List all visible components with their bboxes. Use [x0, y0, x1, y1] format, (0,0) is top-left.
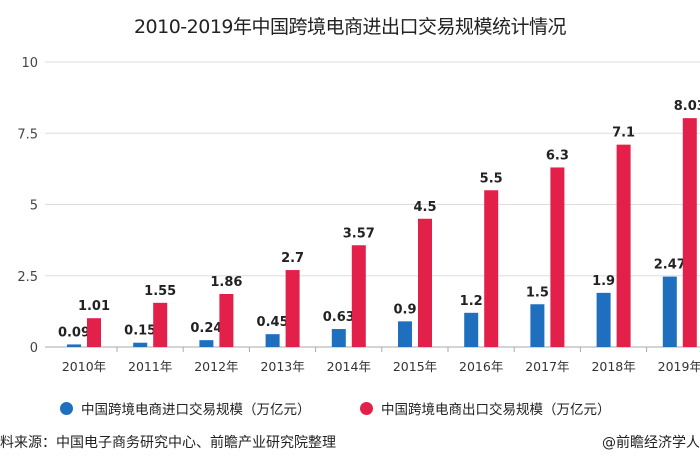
import-data-label: 1.2: [460, 294, 483, 309]
import-bar: [67, 344, 81, 347]
import-data-label: 0.45: [257, 315, 289, 330]
export-bar: [484, 190, 499, 347]
export-bar: [418, 218, 432, 347]
import-bar: [133, 342, 148, 347]
export-bar: [285, 270, 300, 347]
credit-note: @前瞻经济学人: [602, 435, 700, 451]
x-tick-label: 2010年: [62, 359, 106, 374]
x-tick-label: 2012年: [194, 359, 238, 374]
import-data-label: 0.9: [393, 302, 416, 317]
export-data-label: 4.5: [413, 200, 436, 215]
import-bar: [331, 329, 346, 347]
export-bar: [87, 318, 101, 347]
export-bar: [153, 302, 168, 347]
import-data-label: 1.5: [526, 285, 549, 300]
x-tick-label: 2015年: [393, 359, 437, 374]
y-tick-label: 2.5: [17, 270, 38, 285]
export-data-label: 5.5: [480, 171, 503, 186]
x-tick-label: 2018年: [591, 359, 635, 374]
export-data-label: 3.57: [343, 226, 375, 241]
import-bar: [596, 292, 611, 347]
x-tick-label: 2019年: [658, 359, 700, 374]
legend-import-marker: [60, 401, 73, 415]
import-bar: [265, 334, 280, 347]
chart-title: 2010-2019年中国跨境电商进出口交易规模统计情况: [133, 16, 567, 38]
export-bar: [550, 167, 565, 347]
y-tick-label: 7.5: [17, 127, 38, 142]
export-data-label: 8.03: [674, 99, 700, 114]
export-data-label: 1.01: [78, 299, 110, 314]
y-tick-label: 10: [21, 56, 38, 71]
y-tick-label: 5: [30, 199, 38, 214]
legend-export-marker: [360, 401, 373, 415]
export-data-label: 1.86: [210, 275, 242, 290]
x-tick-label: 2014年: [327, 359, 371, 374]
y-tick-label: 0: [30, 341, 38, 356]
export-data-label: 6.3: [546, 148, 569, 163]
x-tick-label: 2016年: [459, 359, 503, 374]
import-bar: [662, 276, 677, 347]
export-bar: [616, 144, 631, 347]
export-bar: [351, 245, 366, 347]
export-bar: [219, 293, 234, 347]
x-tick-label: 2011年: [128, 359, 172, 374]
export-bar: [682, 118, 697, 348]
import-bar: [464, 312, 479, 347]
import-data-label: 1.9: [592, 274, 615, 289]
import-data-label: 2.47: [654, 258, 686, 273]
x-tick-label: 2017年: [525, 359, 569, 374]
import-data-label: 0.15: [124, 324, 156, 339]
import-bar: [199, 340, 214, 347]
x-tick-label: 2013年: [260, 359, 304, 374]
legend-export-label: 中国跨境电商出口交易规模（万亿元）: [381, 402, 611, 418]
source-note: 料来源：中国电子商务研究中心、前瞻产业研究院整理: [0, 435, 336, 451]
import-data-label: 0.24: [190, 321, 222, 336]
import-bar: [398, 321, 412, 347]
legend-import-label: 中国跨境电商进口交易规模（万亿元）: [81, 402, 311, 418]
legend-export: 中国跨境电商出口交易规模（万亿元）: [360, 398, 611, 418]
import-bar: [530, 304, 545, 347]
legend-import: 中国跨境电商进口交易规模（万亿元）: [60, 398, 311, 418]
import-data-label: 0.09: [58, 325, 90, 340]
export-data-label: 1.55: [144, 284, 176, 299]
export-data-label: 7.1: [612, 126, 635, 141]
export-data-label: 2.7: [281, 251, 304, 266]
import-data-label: 0.63: [323, 310, 355, 325]
